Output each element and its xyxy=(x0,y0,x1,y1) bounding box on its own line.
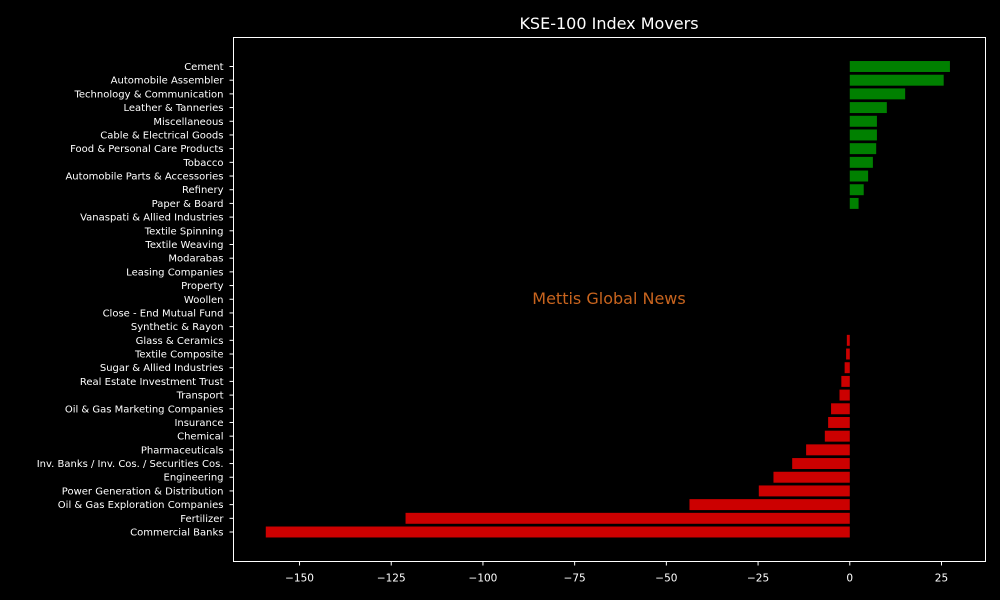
x-tick-label-5: −25 xyxy=(747,573,769,585)
category-label-9: Refinery xyxy=(182,185,224,196)
bar-34 xyxy=(265,526,850,538)
category-label-18: Close - End Mutual Fund xyxy=(103,308,224,319)
category-label-34: Commercial Banks xyxy=(130,528,223,539)
category-label-25: Oil & Gas Marketing Companies xyxy=(65,404,224,415)
category-label-19: Synthetic & Rayon xyxy=(131,322,224,333)
category-label-1: Automobile Assembler xyxy=(111,76,225,87)
category-labels: Cement Automobile Assembler Technology & C… xyxy=(37,62,234,539)
bar-8 xyxy=(849,170,869,182)
bar-22 xyxy=(844,362,850,374)
bar-1 xyxy=(849,74,944,86)
category-label-21: Textile Composite xyxy=(134,350,223,361)
bar-9 xyxy=(849,184,864,196)
category-label-5: Cable & Electrical Goods xyxy=(100,130,223,141)
category-label-24: Transport xyxy=(176,391,224,402)
bar-20 xyxy=(846,334,850,346)
category-label-0: Cement xyxy=(184,62,223,73)
category-label-14: Modarabas xyxy=(168,254,223,265)
category-label-30: Engineering xyxy=(164,473,224,484)
bar-0 xyxy=(849,61,950,72)
bars-group xyxy=(265,61,950,538)
bar-7 xyxy=(849,156,873,168)
category-label-3: Leather & Tanneries xyxy=(123,103,223,114)
x-tick-label-7: 25 xyxy=(935,573,948,585)
category-label-17: Woollen xyxy=(184,295,224,306)
category-label-28: Pharmaceuticals xyxy=(141,445,224,456)
category-label-12: Textile Spinning xyxy=(144,226,224,237)
bar-29 xyxy=(792,458,850,470)
category-label-16: Property xyxy=(181,281,223,292)
bar-32 xyxy=(689,499,850,511)
category-label-10: Paper & Board xyxy=(152,199,224,210)
category-label-32: Oil & Gas Exploration Companies xyxy=(58,500,224,511)
x-axis-ticks: −150 −125 −100 −75 −50 −25 0 25 xyxy=(285,561,948,585)
category-label-27: Chemical xyxy=(177,432,223,443)
bar-30 xyxy=(773,471,850,483)
bar-25 xyxy=(831,403,850,415)
bar-24 xyxy=(839,389,850,401)
bar-21 xyxy=(846,348,850,360)
category-label-29: Inv. Banks / Inv. Cos. / Securities Cos. xyxy=(37,459,224,470)
category-label-26: Insurance xyxy=(174,418,223,429)
bar-5 xyxy=(849,129,877,141)
x-tick-label-3: −75 xyxy=(564,573,586,585)
category-label-2: Technology & Communication xyxy=(74,89,224,100)
x-tick-label-0: −150 xyxy=(285,573,314,585)
category-label-22: Sugar & Allied Industries xyxy=(100,363,224,374)
bar-2 xyxy=(849,88,906,100)
bar-33 xyxy=(405,512,850,524)
x-tick-label-2: −100 xyxy=(469,573,498,585)
category-label-11: Vanaspati & Allied Industries xyxy=(80,213,223,224)
bar-28 xyxy=(806,444,850,456)
bar-31 xyxy=(758,485,850,497)
category-label-33: Fertilizer xyxy=(180,514,224,525)
category-label-6: Food & Personal Care Products xyxy=(70,144,223,155)
watermark-text: Mettis Global News xyxy=(532,289,685,308)
x-tick-label-1: −125 xyxy=(377,573,406,585)
category-label-23: Real Estate Investment Trust xyxy=(80,377,224,388)
chart-title: KSE-100 Index Movers xyxy=(519,14,698,33)
category-label-15: Leasing Companies xyxy=(126,267,223,278)
bar-23 xyxy=(841,375,850,387)
bar-4 xyxy=(849,115,877,127)
category-label-20: Glass & Ceramics xyxy=(136,336,224,347)
category-label-13: Textile Weaving xyxy=(144,240,223,251)
bar-27 xyxy=(824,430,850,442)
bar-3 xyxy=(849,102,887,114)
bar-10 xyxy=(849,197,859,209)
category-label-7: Tobacco xyxy=(182,158,223,169)
category-label-4: Miscellaneous xyxy=(153,117,223,128)
category-label-31: Power Generation & Distribution xyxy=(62,486,224,497)
x-tick-label-6: 0 xyxy=(846,573,853,585)
category-label-8: Automobile Parts & Accessories xyxy=(65,172,223,183)
x-tick-label-4: −50 xyxy=(655,573,677,585)
bar-26 xyxy=(828,416,850,428)
bar-6 xyxy=(849,143,877,155)
